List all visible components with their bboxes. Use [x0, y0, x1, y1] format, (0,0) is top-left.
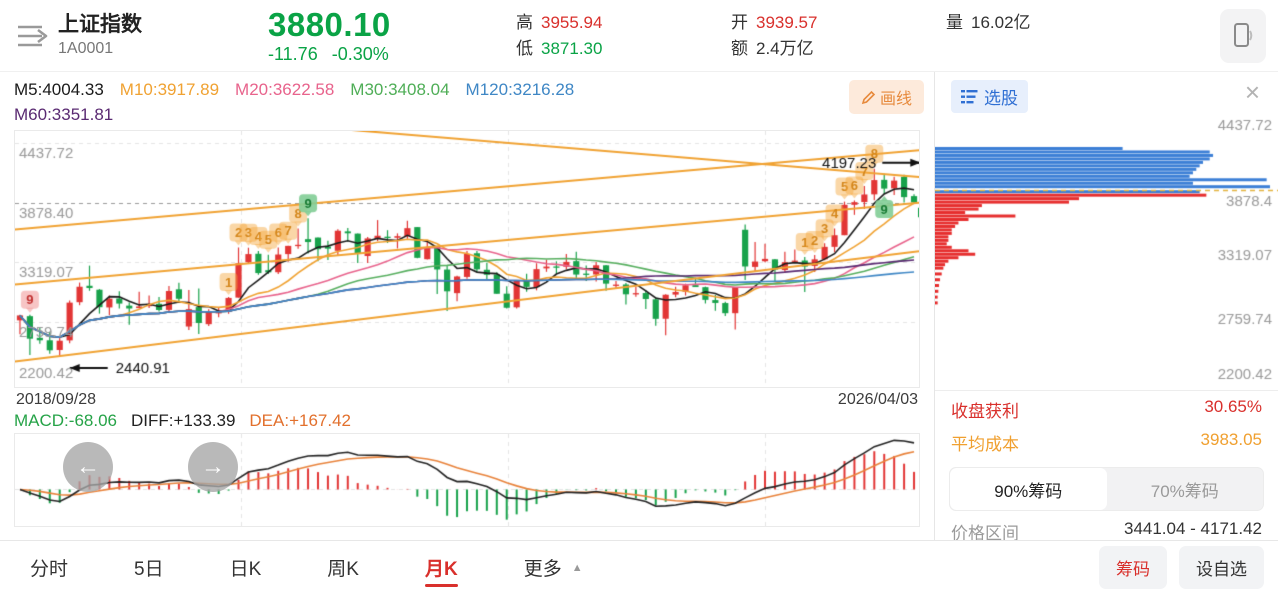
- kline-canvas[interactable]: [15, 131, 919, 387]
- ma30-value: M30:3408.04: [350, 80, 450, 99]
- tab-weekly-k[interactable]: 周K: [327, 559, 359, 580]
- ma120-value: M120:3216.28: [465, 80, 575, 99]
- tab-5day[interactable]: 5日: [134, 559, 164, 580]
- chip-distribution-panel: 选股 × 收盘获利 30.65% 平均成本 3983.05 90%筹码 70%筹…: [934, 72, 1278, 540]
- draw-line-button[interactable]: 画线: [848, 80, 924, 114]
- tab-70-percent-chips[interactable]: 70%筹码: [1150, 481, 1219, 501]
- tab-timeline[interactable]: 分时: [30, 559, 69, 580]
- chips-button[interactable]: 筹码: [1099, 546, 1167, 589]
- pan-left-button[interactable]: ←: [63, 442, 113, 492]
- switch-stock-icon[interactable]: [12, 19, 52, 53]
- ma10-value: M10:3917.89: [119, 80, 220, 99]
- price-range-value: 3441.04 - 4171.42: [1123, 519, 1262, 538]
- kline-chart-area[interactable]: [14, 130, 920, 388]
- quote-header: 上证指数 1A0001 3880.10 -11.76 -0.30% 高 3955.9…: [0, 0, 1278, 72]
- volume-value: 16.02亿: [971, 12, 1031, 32]
- amount-value: 2.4万亿: [756, 38, 814, 58]
- date-end: 2026/04/03: [837, 391, 918, 408]
- open-label: 开: [731, 12, 748, 32]
- avg-cost-label: 平均成本: [951, 435, 1019, 454]
- chevron-up-icon: ▲: [571, 561, 583, 574]
- pan-right-button[interactable]: →: [188, 442, 238, 492]
- dea-value: DEA:+167.42: [249, 411, 352, 430]
- chip-distribution-canvas[interactable]: [935, 112, 1278, 390]
- close-panel-icon[interactable]: ×: [1244, 77, 1260, 107]
- stock-picker-button[interactable]: 选股: [951, 80, 1028, 113]
- low-label: 低: [516, 38, 533, 58]
- tab-monthly-k[interactable]: 月K: [424, 548, 458, 587]
- chart-column: M5:4004.33 M10:3917.89 M20:3622.58 M30:3408…: [0, 72, 934, 540]
- ma-indicator-row: M5:4004.33 M10:3917.89 M20:3622.58 M30:3408…: [0, 72, 934, 128]
- tab-daily-k[interactable]: 日K: [229, 559, 262, 580]
- add-watchlist-button[interactable]: 设自选: [1179, 546, 1264, 589]
- filter-list-icon: [961, 89, 978, 103]
- ma5-value: M5:4004.33: [14, 80, 104, 99]
- low-value: 3871.30: [541, 38, 603, 58]
- volume-label: 量: [946, 12, 963, 32]
- stock-code: 1A0001: [58, 39, 114, 57]
- macd-chart-area[interactable]: ← →: [14, 433, 920, 527]
- quote-stats: 高 3955.94 低 3871.30 开 3939.57 额 2.4万亿 量 16.02…: [516, 10, 1161, 62]
- price-change: -11.76 -0.30%: [268, 44, 458, 65]
- change-value: -11.76: [268, 43, 318, 64]
- tab-more[interactable]: 更多 ▲: [523, 559, 583, 580]
- high-value: 3955.94: [541, 12, 603, 32]
- macd-canvas[interactable]: [15, 434, 919, 526]
- macd-value: MACD:-68.06: [14, 411, 117, 430]
- phone-icon: [1234, 23, 1253, 47]
- macd-indicator-row: MACD:-68.06 DIFF:+133.39 DEA:+167.42: [0, 410, 934, 432]
- amount-label: 额: [731, 38, 748, 58]
- open-value: 3939.57: [756, 12, 818, 32]
- price-range-label: 价格区间: [951, 524, 1019, 540]
- diff-value: DIFF:+133.39: [130, 411, 236, 430]
- chip-percent-switch: 90%筹码 70%筹码: [949, 467, 1264, 511]
- high-label: 高: [516, 12, 533, 32]
- avg-cost-value: 3983.05: [1200, 430, 1262, 449]
- panel-divider: [935, 390, 1278, 391]
- change-percent: -0.30%: [331, 43, 389, 64]
- pencil-icon: [861, 90, 876, 104]
- device-switch-button[interactable]: [1220, 9, 1266, 63]
- ma20-value: M20:3622.58: [235, 80, 335, 99]
- date-start: 2018/09/28: [16, 391, 97, 408]
- close-profit-value: 30.65%: [1204, 397, 1262, 416]
- period-tabbar: 分时 5日 日K 周K 月K 更多 ▲ 筹码 设自选: [0, 540, 1278, 594]
- tab-90-percent-chips[interactable]: 90%筹码: [950, 468, 1107, 510]
- date-axis: 2018/09/28 2026/04/03: [14, 388, 920, 410]
- ma60-value: M60:3351.81: [14, 105, 114, 124]
- close-profit-label: 收盘获利: [951, 402, 1019, 421]
- current-price: 3880.10: [268, 5, 391, 43]
- stock-name: 上证指数: [58, 12, 142, 36]
